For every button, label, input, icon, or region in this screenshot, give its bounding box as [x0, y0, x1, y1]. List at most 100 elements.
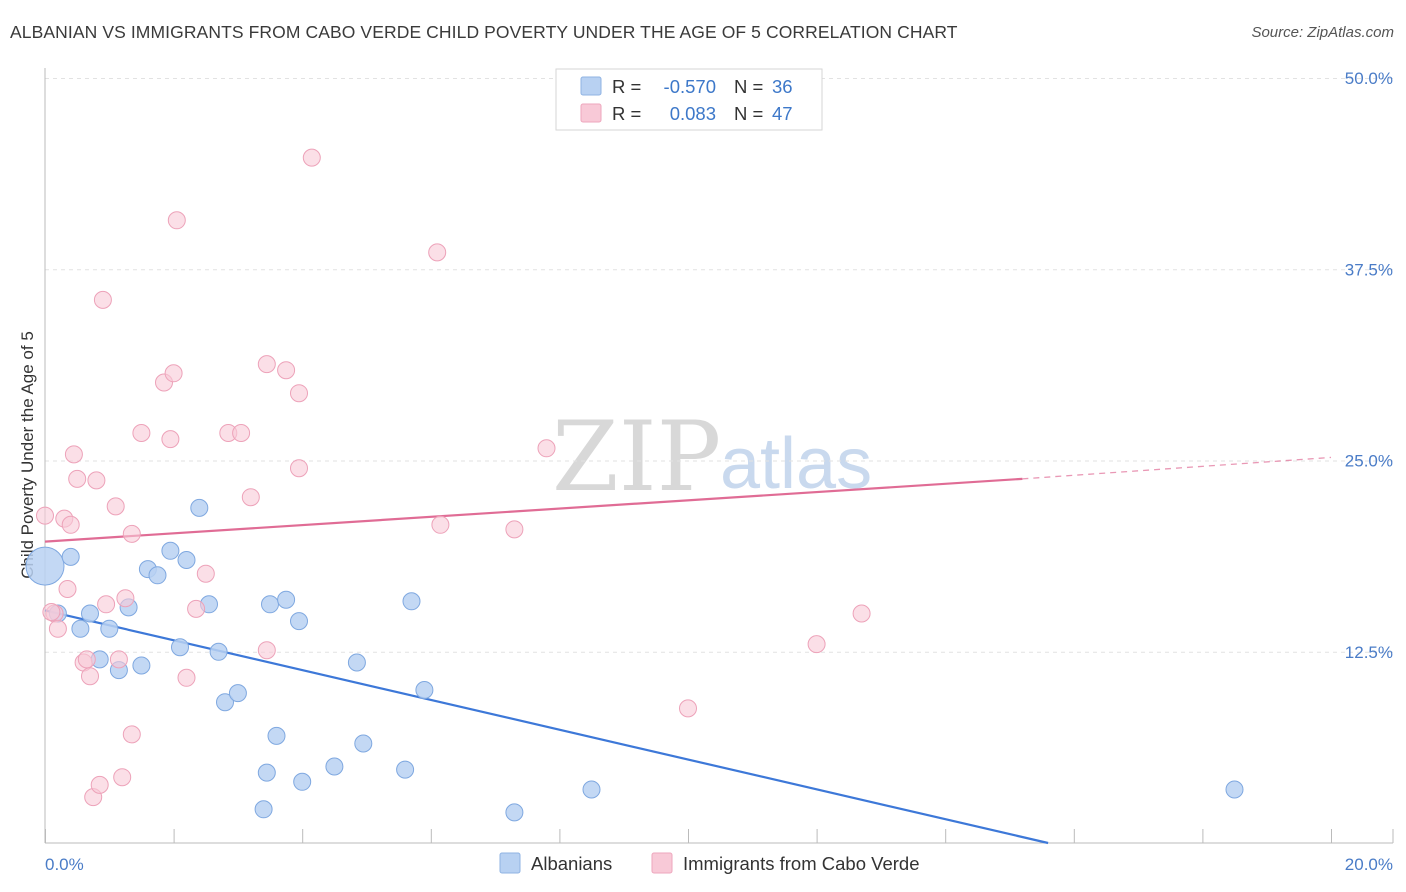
- legend-r-label: R =: [612, 76, 641, 97]
- series-label-albanians: Albanians: [531, 853, 612, 874]
- point-cabo-verde: [48, 619, 67, 638]
- point-albanians: [415, 681, 434, 699]
- point-albanians: [293, 772, 312, 791]
- point-albanians: [402, 592, 421, 611]
- point-cabo-verde: [164, 364, 183, 383]
- data-points: [25, 148, 1244, 822]
- point-albanians: [216, 693, 234, 712]
- series-swatch-albanians: [499, 852, 521, 874]
- point-albanians: [132, 656, 151, 675]
- point-cabo-verde: [161, 430, 180, 449]
- point-cabo-verde: [167, 211, 186, 230]
- point-albanians: [354, 734, 373, 753]
- point-albanians: [261, 595, 279, 614]
- point-albanians: [190, 498, 209, 517]
- point-cabo-verde: [122, 524, 141, 543]
- point-cabo-verde: [87, 471, 106, 490]
- legend-n-label: N =: [734, 103, 763, 124]
- point-cabo-verde: [431, 515, 450, 534]
- point-albanians: [505, 803, 524, 822]
- point-cabo-verde: [187, 599, 206, 618]
- point-cabo-verde: [77, 650, 96, 669]
- point-cabo-verde: [109, 650, 128, 669]
- legend-n-label: N =: [734, 76, 763, 97]
- point-cabo-verde: [64, 445, 83, 464]
- point-albanians: [171, 638, 189, 657]
- trend-lines: [44, 456, 1332, 845]
- x-tick-label: 0.0%: [45, 855, 84, 874]
- y-axis-label: Child Poverty Under the Age of 5: [18, 331, 37, 579]
- point-albanians: [148, 566, 167, 585]
- point-cabo-verde: [122, 725, 141, 744]
- point-albanians: [290, 612, 308, 631]
- point-cabo-verde: [132, 424, 151, 442]
- point-cabo-verde: [42, 603, 61, 621]
- point-cabo-verde: [807, 635, 826, 654]
- point-cabo-verde: [36, 506, 54, 525]
- watermark-atlas: atlas: [720, 424, 872, 504]
- legend-r-value: -0.570: [664, 76, 716, 97]
- point-albanians: [396, 760, 415, 779]
- point-cabo-verde: [196, 564, 215, 583]
- point-cabo-verde: [277, 361, 296, 380]
- point-cabo-verde: [679, 699, 697, 718]
- point-cabo-verde: [116, 589, 135, 608]
- point-albanians: [257, 763, 276, 782]
- point-cabo-verde: [257, 641, 276, 660]
- legend-swatch-albanians: [580, 76, 602, 96]
- series-swatch-cabo-verde: [651, 852, 673, 874]
- point-cabo-verde: [290, 384, 308, 403]
- point-albanians: [1225, 780, 1244, 799]
- point-cabo-verde: [852, 604, 871, 623]
- point-albanians: [254, 800, 273, 819]
- series-label-cabo-verde: Immigrants from Cabo Verde: [683, 853, 919, 874]
- legend-n-value: 47: [772, 103, 793, 124]
- watermark-zip: ZIP: [552, 401, 721, 513]
- point-albanians: [267, 726, 286, 745]
- trend-line-albanians: [44, 609, 1049, 845]
- point-cabo-verde: [428, 243, 447, 262]
- trend-line-cabo-verde-extension: [1022, 456, 1332, 480]
- gridlines: [45, 78, 1393, 653]
- legend-swatch-cabo-verde: [580, 103, 602, 123]
- point-albanians: [277, 590, 296, 609]
- point-cabo-verde: [68, 469, 87, 488]
- point-cabo-verde: [257, 355, 276, 374]
- point-cabo-verde: [290, 459, 308, 478]
- point-albanians: [81, 604, 99, 623]
- point-albanians: [228, 684, 247, 703]
- chart-title: ALBANIAN VS IMMIGRANTS FROM CABO VERDE C…: [10, 22, 958, 42]
- point-cabo-verde: [90, 775, 109, 794]
- point-albanians: [325, 757, 344, 776]
- point-albanians: [582, 780, 601, 799]
- point-cabo-verde: [241, 488, 260, 507]
- y-tick-label: 25.0%: [1345, 452, 1393, 471]
- point-cabo-verde: [58, 580, 77, 598]
- legend-r-value: 0.083: [670, 103, 716, 124]
- point-albanians: [61, 547, 80, 566]
- point-cabo-verde: [106, 497, 125, 516]
- legend-r-label: R =: [612, 103, 641, 124]
- ticks: 12.5% 25.0% 37.5% 50.0% 0.0% 20.0%: [45, 69, 1394, 874]
- axes: [44, 68, 1393, 844]
- point-cabo-verde: [302, 148, 321, 167]
- y-tick-label: 12.5%: [1345, 643, 1393, 662]
- trend-line-cabo-verde: [44, 477, 1023, 543]
- point-cabo-verde: [537, 439, 556, 458]
- point-cabo-verde: [113, 768, 132, 787]
- legend-n-value: 36: [772, 76, 793, 97]
- point-albanians: [209, 642, 228, 661]
- y-tick-label: 50.0%: [1345, 69, 1393, 88]
- point-cabo-verde: [61, 515, 80, 534]
- y-tick-label: 37.5%: [1345, 260, 1393, 279]
- stats-legend: R = -0.570 N = 36 R = 0.083 N = 47: [555, 68, 823, 131]
- source-label: Source: ZipAtlas.com: [1251, 24, 1394, 41]
- point-cabo-verde: [81, 667, 99, 686]
- series-legend: Albanians Immigrants from Cabo Verde: [499, 852, 919, 874]
- point-albanians: [347, 653, 366, 672]
- point-cabo-verde: [505, 520, 524, 539]
- point-albanians: [177, 551, 196, 569]
- point-cabo-verde: [97, 595, 116, 614]
- x-tick-label: 20.0%: [1345, 855, 1393, 874]
